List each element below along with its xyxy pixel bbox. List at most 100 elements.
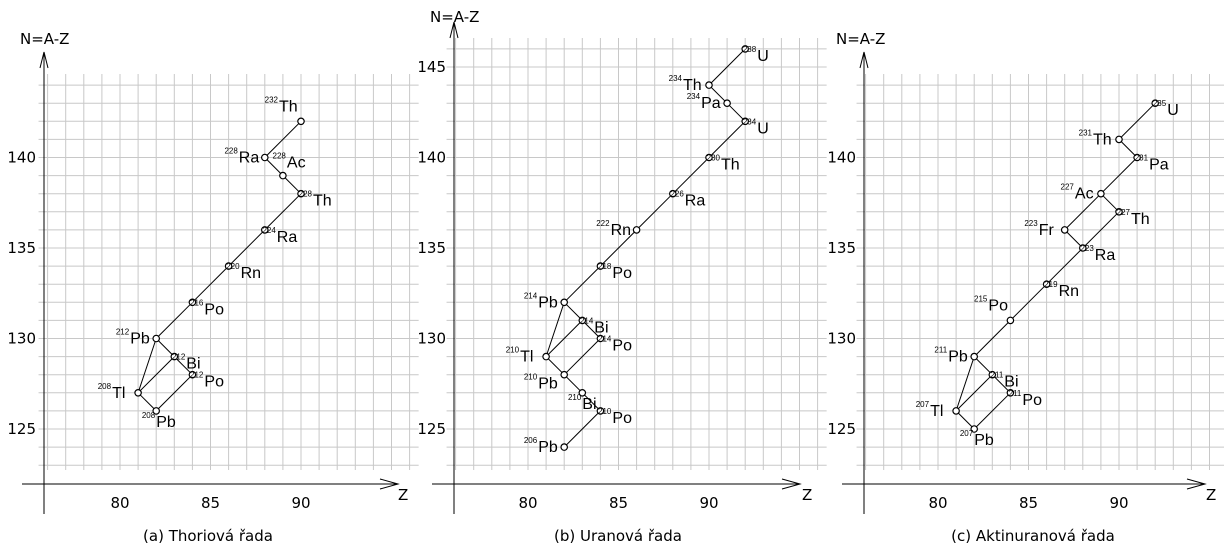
nuclide-tl-208: 208 Tl <box>98 382 142 402</box>
nuclide-mass-number: 216 <box>190 298 204 307</box>
nuclide-symbol: Ra <box>1095 247 1116 264</box>
nuclide-mass-number: 210 <box>524 373 538 382</box>
nuclide-mass-number: 228 <box>224 147 238 156</box>
nuclide-mass-number: 228 <box>299 190 313 199</box>
nuclide-rn-222: 222 Rn <box>596 219 641 239</box>
nuclide-mass-number: 211 <box>934 346 947 355</box>
decay-link <box>955 410 975 430</box>
y-tick-label: 140 <box>7 149 36 167</box>
decay-link <box>1010 283 1047 321</box>
x-tick-label: 80 <box>518 494 537 512</box>
x-tick-label: 80 <box>110 494 129 512</box>
nuclide-marker <box>596 334 605 343</box>
nuclide-ra-228: 228 Ra <box>224 147 269 167</box>
nuclide-symbol: Th <box>313 193 332 210</box>
nuclide-marker <box>188 298 197 307</box>
nuclide-marker <box>560 370 569 379</box>
caption-thorium-series: (a) Thoriová řada <box>143 527 273 545</box>
decay-link <box>137 392 157 412</box>
decay-link <box>708 48 746 86</box>
nuclide-marker <box>152 407 161 415</box>
decay-link <box>708 84 728 104</box>
nuclide-marker <box>1133 153 1141 162</box>
decay-links <box>545 48 746 448</box>
nuclide-mass-number: 208 <box>142 411 156 420</box>
decay-link <box>137 356 175 394</box>
nuclide-po-210: 210 Po <box>596 407 632 427</box>
nuclide-marker <box>578 388 587 397</box>
nuclide-mass-number: 218 <box>598 262 612 271</box>
nuclide-symbol: Tl <box>930 403 943 420</box>
nuclide-symbol: Po <box>204 301 224 318</box>
decay-link <box>1118 139 1138 158</box>
nuclide-symbol: Fr <box>1039 222 1055 239</box>
nuclide-po-212: 212 Po <box>188 371 224 391</box>
nuclide-symbol: Po <box>1022 392 1042 409</box>
nuclide-th-230: 230 Th <box>705 154 740 174</box>
nuclide-tl-210: 210 Tl <box>506 346 550 366</box>
nuclide-marker <box>134 388 142 397</box>
decay-link <box>991 374 1011 394</box>
nuclide-mass-number: 207 <box>960 429 974 438</box>
nuclide-marker <box>705 81 713 89</box>
nuclide-marker <box>260 153 269 162</box>
nuclide-mass-number: 211 <box>991 371 1004 380</box>
nuclide-rn-220: 220 Rn <box>224 262 261 282</box>
nuclide-u-234: 234 U <box>741 117 769 137</box>
nuclide-mass-number: 234 <box>743 117 757 126</box>
nuclide-mass-number: 208 <box>98 382 112 391</box>
nuclide-marker <box>260 226 269 234</box>
nuclide-symbol: Pb <box>130 331 150 348</box>
y-tick-label: 135 <box>417 239 446 257</box>
nuclide-symbol: Ra <box>277 229 298 246</box>
nuclide-symbol: Po <box>612 410 632 427</box>
nuclide-symbol: Pb <box>974 432 994 449</box>
nuclide-marker <box>1060 226 1069 234</box>
decay-link <box>636 193 674 231</box>
nuclide-mass-number: 210 <box>598 407 612 416</box>
nuclide-symbol: Th <box>1093 131 1112 148</box>
decay-link <box>600 229 637 267</box>
nuclide-th-228: 228 Th <box>297 189 332 210</box>
x-tick-label: 85 <box>609 494 628 512</box>
decay-link <box>672 157 710 195</box>
x-axis-label: Z <box>398 486 408 504</box>
decay-link <box>264 157 284 176</box>
decay-link <box>1064 229 1084 249</box>
nuclide-symbol: U <box>1167 102 1179 119</box>
nuclide-marker <box>1006 316 1015 325</box>
nuclide-ac-227: 227 Ac <box>1061 183 1105 203</box>
y-axis-arrow-icon <box>449 21 459 39</box>
nuclide-mass-number: 206 <box>524 436 538 445</box>
decay-link <box>581 392 601 412</box>
nuclide-mass-number: 214 <box>580 316 594 325</box>
y-tick-label: 135 <box>7 239 36 257</box>
nuclide-marker <box>1115 135 1123 144</box>
nuclide-th-227: 227 Th <box>1115 208 1150 228</box>
decay-link <box>973 320 1011 357</box>
x-axis-arrow-icon <box>379 478 400 490</box>
decay-link <box>563 338 601 376</box>
nuclide-symbol: U <box>757 120 769 137</box>
nuclide-marker <box>542 352 550 361</box>
nuclide-bi-212: 212 Bi <box>170 352 201 373</box>
y-tick-label: 140 <box>417 149 446 167</box>
nuclide-marker <box>170 352 179 361</box>
nuclide-ac-228: 228 Ac <box>273 152 306 180</box>
nuclide-symbol: Th <box>683 77 702 94</box>
nuclide-pa-234: 234 Pa <box>687 92 731 112</box>
nuclide-marker <box>988 370 997 379</box>
nuclide-pb-212: 212 Pb <box>116 328 161 348</box>
axes <box>22 51 400 514</box>
nuclide-symbol: Ra <box>239 150 260 167</box>
nuclide-marker <box>152 334 161 343</box>
nuclide-po-215: 215 Po <box>974 294 1015 325</box>
decay-link <box>955 374 993 412</box>
nuclide-marker <box>741 45 750 53</box>
decay-link <box>1082 211 1120 249</box>
y-tick-label: 130 <box>417 330 446 348</box>
grid <box>856 74 1224 470</box>
nuclide-marker <box>297 189 305 198</box>
x-tick-label: 80 <box>928 494 947 512</box>
